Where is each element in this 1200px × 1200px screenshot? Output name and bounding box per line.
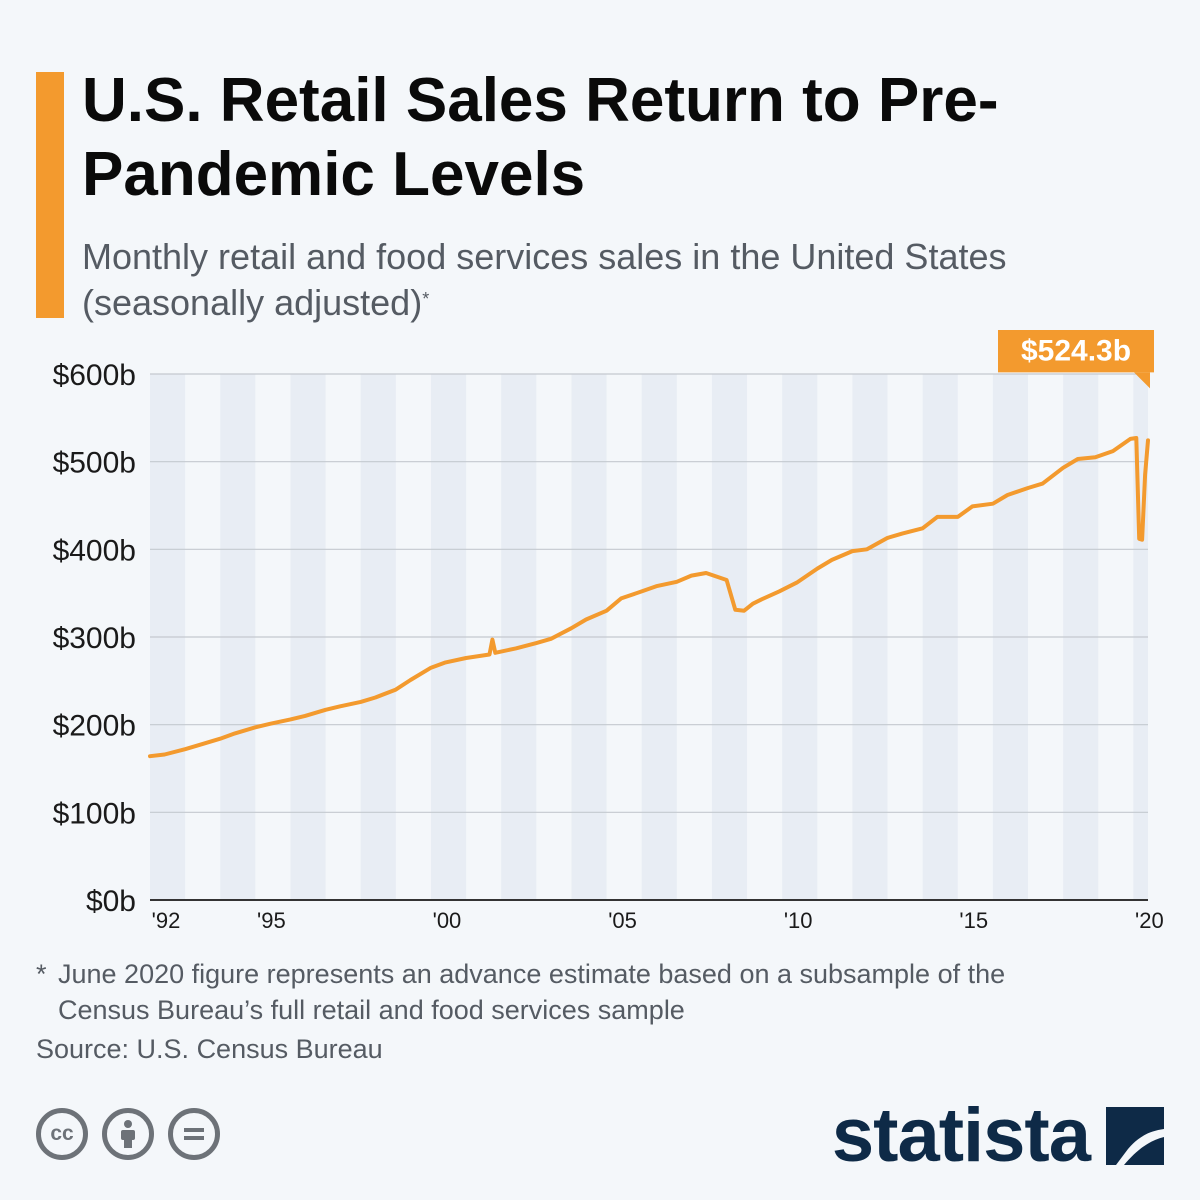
y-tick-label: $100b [53, 797, 136, 830]
callout-pointer [1134, 372, 1150, 389]
footnote: * June 2020 figure represents an advance … [36, 956, 1176, 1028]
subtitle-text: Monthly retail and food services sales i… [82, 236, 1007, 323]
cc-icon-label: cc [50, 1122, 74, 1145]
series-line [148, 436, 1150, 759]
footnote-mark: * [36, 959, 47, 989]
y-tick-label: $500b [53, 447, 136, 480]
x-tick-label: '05 [608, 908, 637, 933]
subtitle-footnote-mark: * [422, 289, 430, 309]
x-axis-labels: '92 '95 '00 '05 '10 '15 '20 [152, 908, 1164, 933]
x-tick-label: '95 [257, 908, 286, 933]
line-chart: $0b $100b $200b $300b $400b $500b $600b '92 '95… [53, 330, 1164, 933]
no-derivatives-icon[interactable] [168, 1108, 220, 1160]
value-callout: June '20 $524.3b [998, 330, 1154, 389]
statista-logo-icon [1106, 1107, 1164, 1165]
x-tick-label: '92 [152, 908, 181, 933]
footnote-line-2: Census Bureau’s full retail and food ser… [58, 995, 685, 1025]
footnote-line-1: June 2020 figure represents an advance e… [58, 959, 1006, 989]
equals-glyph [184, 1128, 204, 1140]
cc-icon[interactable]: cc [36, 1108, 88, 1160]
x-tick-label: '15 [959, 908, 988, 933]
licence-icons: cc [36, 1108, 220, 1160]
accent-bar [36, 72, 64, 318]
series-layer [148, 436, 1150, 759]
statista-logo[interactable]: statista [832, 1098, 1166, 1174]
grid-lines [150, 373, 1148, 901]
callout-date: June '20 [1020, 330, 1133, 331]
x-tick-label: '00 [433, 908, 462, 933]
y-tick-label: $200b [53, 710, 136, 743]
y-tick-label: $0b [86, 885, 136, 918]
brand-wordmark: statista [831, 1093, 1091, 1178]
y-tick-label: $300b [53, 622, 136, 655]
attribution-icon[interactable] [102, 1108, 154, 1160]
y-tick-label: $400b [53, 534, 136, 567]
page-title: U.S. Retail Sales Return to Pre-Pandemic… [82, 66, 999, 209]
callout-value: $524.3b [1021, 334, 1131, 367]
y-axis-labels: $0b $100b $200b $300b $400b $500b $600b [53, 359, 136, 918]
y-tick-label: $600b [53, 359, 136, 392]
x-tick-label: '20 [1135, 908, 1164, 933]
callout-box [998, 330, 1154, 373]
source-text: Source: U.S. Census Bureau [36, 1034, 383, 1064]
person-glyph [121, 1120, 135, 1148]
subtitle: Monthly retail and food services sales i… [82, 234, 1172, 326]
x-tick-label: '10 [784, 908, 813, 933]
